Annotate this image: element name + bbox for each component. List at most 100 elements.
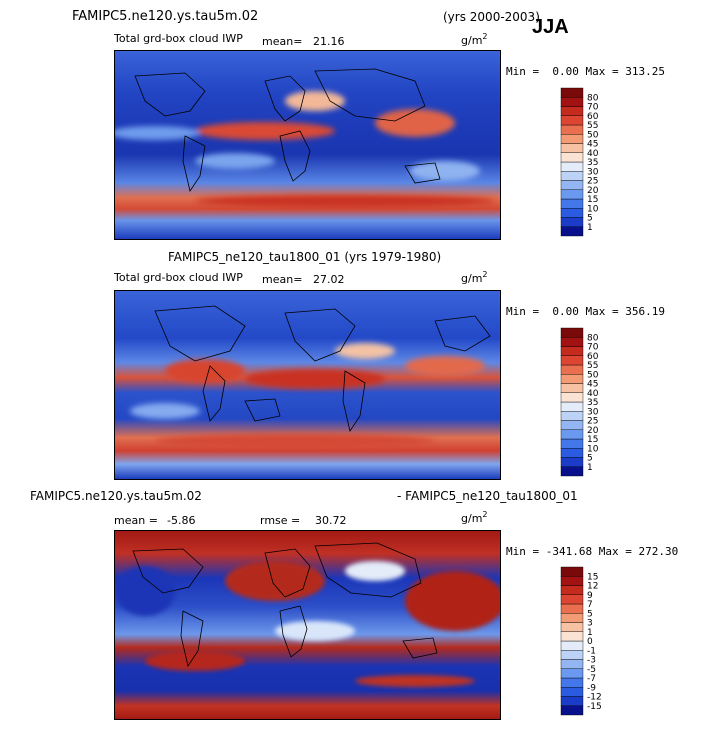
colorbar-tick-label: 40: [587, 149, 599, 159]
colorbar-tick-label: 45: [587, 380, 598, 390]
colorbar-tick-label: 70: [587, 343, 599, 353]
panel2-mean-value: 27.02: [313, 273, 345, 286]
colorbar-tick-label: 1: [587, 628, 593, 638]
panel3-map: [114, 530, 501, 720]
panel1-case-title: FAMIPC5.ne120.ys.tau5m.02: [72, 9, 259, 24]
colorbar-segment: [560, 659, 584, 669]
colorbar-segment: [560, 631, 584, 642]
panel2-mean-label: mean=: [262, 273, 303, 286]
colorbar-tick-label: 20: [587, 426, 599, 436]
panel2-map: [114, 290, 501, 480]
panel3-min-max: Min = -341.68 Max = 272.30: [506, 545, 679, 558]
colorbar-segment: [560, 466, 584, 477]
panel1-mean-label: mean=: [262, 35, 303, 48]
colorbar-segment: [560, 566, 584, 577]
colorbar-segment: [560, 106, 584, 116]
panel2-map-field: [115, 291, 500, 479]
colorbar-segment: [560, 217, 584, 227]
panel3-map-field: [115, 531, 500, 719]
panel3-colorbar: -15 -12 -9 -7 -5 -3 -1 0 1 3 5 7 9 12 15: [560, 566, 621, 717]
colorbar-tick-label: -1: [587, 646, 596, 656]
colorbar-tick-label: 70: [587, 103, 599, 113]
colorbar-tick-label: -15: [587, 702, 602, 712]
colorbar-tick-label: -3: [587, 656, 596, 666]
colorbar-segment: [560, 438, 584, 449]
colorbar-tick-label: 50: [587, 130, 599, 140]
colorbar-tick-label: 55: [587, 361, 598, 371]
colorbar-segment: [560, 87, 584, 98]
colorbar-segment: [560, 401, 584, 412]
colorbar-tick-label: 3: [587, 619, 593, 629]
colorbar-segment: [560, 677, 584, 688]
panel2-variable: Total grd-box cloud IWP: [114, 271, 243, 284]
colorbar-segment: [560, 457, 584, 467]
colorbar-tick-label: 12: [587, 582, 598, 592]
colorbar-segment: [560, 180, 584, 190]
colorbar-segment: [560, 198, 584, 209]
colorbar-segment: [560, 603, 584, 614]
panel1-variable: Total grd-box cloud IWP: [114, 32, 243, 45]
colorbar-segment: [560, 585, 584, 595]
colorbar-segment: [560, 668, 584, 679]
panel3-mean-label: mean =: [114, 514, 158, 527]
colorbar-tick-label: 60: [587, 112, 599, 122]
colorbar-tick-label: 45: [587, 140, 598, 150]
colorbar-tick-label: 40: [587, 389, 599, 399]
colorbar-tick-label: 35: [587, 158, 598, 168]
colorbar-tick-label: 9: [587, 591, 593, 601]
colorbar-tick-label: 35: [587, 398, 598, 408]
colorbar-tick-label: 0: [587, 637, 593, 647]
colorbar-tick-label: 5: [587, 454, 593, 464]
colorbar-tick-label: -12: [587, 693, 602, 703]
panel3-rmse-label: rmse =: [260, 514, 301, 527]
colorbar-segment: [560, 705, 584, 716]
colorbar-segment: [560, 327, 584, 338]
colorbar-segment: [560, 622, 584, 632]
panel1-map: [114, 50, 501, 240]
panel1-colorbar: 1 5 10 15 20 25 30 35 40 45 50 55 60 70 80: [560, 87, 621, 238]
colorbar-segment: [560, 613, 584, 623]
colorbar-tick-label: 5: [587, 609, 593, 619]
colorbar-tick-label: -7: [587, 674, 596, 684]
colorbar-segment: [560, 161, 584, 172]
colorbar-segment: [560, 576, 584, 586]
panel3-units: g/m2: [461, 510, 488, 525]
colorbar-tick-label: 50: [587, 370, 599, 380]
colorbar-tick-label: 80: [587, 333, 599, 343]
panel2-units: g/m2: [461, 270, 488, 285]
colorbar-tick-label: 5: [587, 214, 593, 224]
colorbar-segment: [560, 189, 584, 200]
colorbar-segment: [560, 383, 584, 393]
colorbar-tick-label: 30: [587, 167, 599, 177]
colorbar-segment: [560, 650, 584, 660]
colorbar-tick-label: 30: [587, 407, 599, 417]
panel1-min-max: Min = 0.00 Max = 313.25: [506, 65, 665, 78]
colorbar-tick-label: 10: [587, 204, 599, 214]
colorbar-tick-label: 15: [587, 572, 598, 582]
panel2-min-max: Min = 0.00 Max = 356.19: [506, 305, 665, 318]
colorbar-segment: [560, 115, 584, 126]
colorbar-segment: [560, 374, 584, 384]
colorbar-tick-label: 15: [587, 435, 598, 445]
colorbar-segment: [560, 392, 584, 403]
colorbar-segment: [560, 640, 584, 651]
panel2-case-title: FAMIPC5_ne120_tau1800_01 (yrs 1979-1980): [168, 250, 442, 264]
colorbar-tick-label: 1: [587, 463, 593, 473]
colorbar-segment: [560, 208, 584, 218]
colorbar-tick-label: 55: [587, 121, 598, 131]
panel3-rmse-value: 30.72: [315, 514, 347, 527]
panel1-units: g/m2: [461, 32, 488, 47]
colorbar-tick-label: 80: [587, 93, 599, 103]
colorbar-segment: [560, 124, 584, 135]
colorbar-segment: [560, 226, 584, 237]
panel1-years: (yrs 2000-2003): [443, 10, 540, 24]
colorbar-segment: [560, 429, 584, 440]
colorbar-tick-label: -9: [587, 683, 596, 693]
colorbar-segment: [560, 420, 584, 430]
colorbar-tick-label: 15: [587, 195, 598, 205]
colorbar-tick-label: 1: [587, 223, 593, 233]
colorbar-segment: [560, 594, 584, 605]
colorbar-segment: [560, 696, 584, 706]
colorbar-segment: [560, 687, 584, 697]
colorbar-segment: [560, 152, 584, 163]
